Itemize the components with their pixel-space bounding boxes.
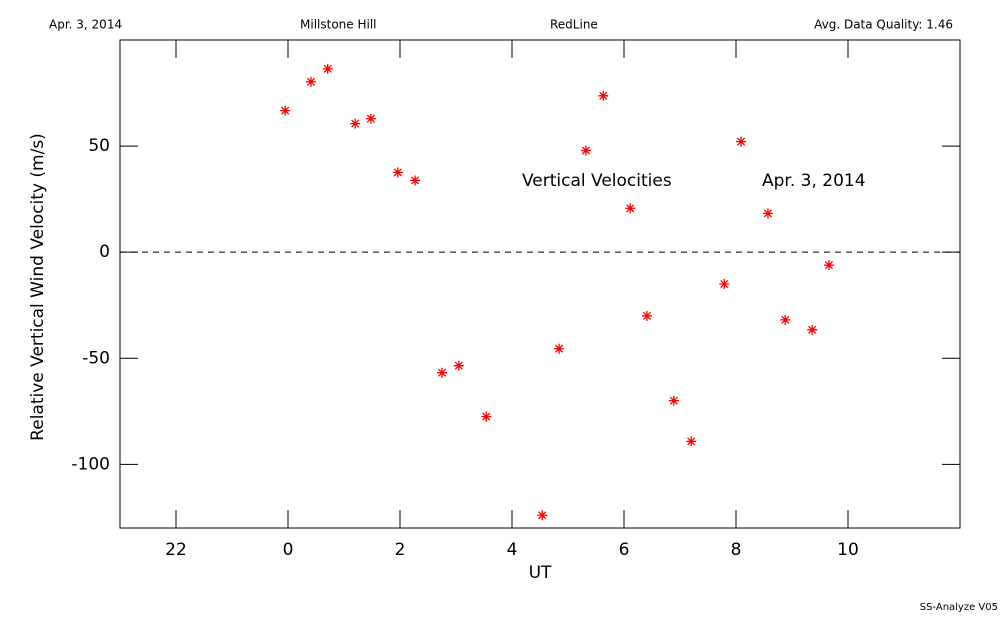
point [410,175,421,186]
x-tick-label: 6 [619,540,630,560]
point [437,367,447,378]
annotation: Vertical Velocities [522,171,672,191]
point [598,90,609,101]
x-tick-label: 22 [165,540,187,560]
point [305,76,316,87]
x-tick-label: 0 [283,540,294,560]
y-tick-label: 50 [88,136,110,156]
annotation: Apr. 3, 2014 [762,171,866,191]
x-axis-label: UT [529,563,552,583]
header-date: Apr. 3, 2014 [49,18,122,32]
point [350,118,361,129]
point [686,436,697,447]
plot-frame [119,39,961,529]
y-tick-label: -100 [71,454,110,474]
point [322,63,333,74]
x-tick-label: 10 [837,540,859,560]
point [580,145,591,156]
point [554,343,565,354]
point [807,324,818,335]
point [668,395,679,406]
point [365,113,376,124]
point [481,411,492,422]
point [625,203,636,214]
footer: SS-Analyze V05 [920,602,998,613]
header-site: Millstone Hill [300,18,376,32]
header-instrument: RedLine [550,18,598,32]
point [736,136,747,147]
point [280,105,291,116]
point [537,510,548,521]
point [823,260,834,271]
point [762,208,773,219]
y-tick-label: -50 [82,348,110,368]
point [780,314,791,325]
y-tick-label: 0 [99,242,110,262]
x-tick-label: 8 [731,540,742,560]
point [641,310,652,321]
header-quality: Avg. Data Quality: 1.46 [814,18,953,32]
point [719,279,730,289]
point [453,360,464,371]
y-axis-label: Relative Vertical Wind Velocity (m/s) [28,133,48,441]
x-tick-label: 2 [395,540,406,560]
point [392,167,403,178]
x-tick-label: 4 [507,540,518,560]
